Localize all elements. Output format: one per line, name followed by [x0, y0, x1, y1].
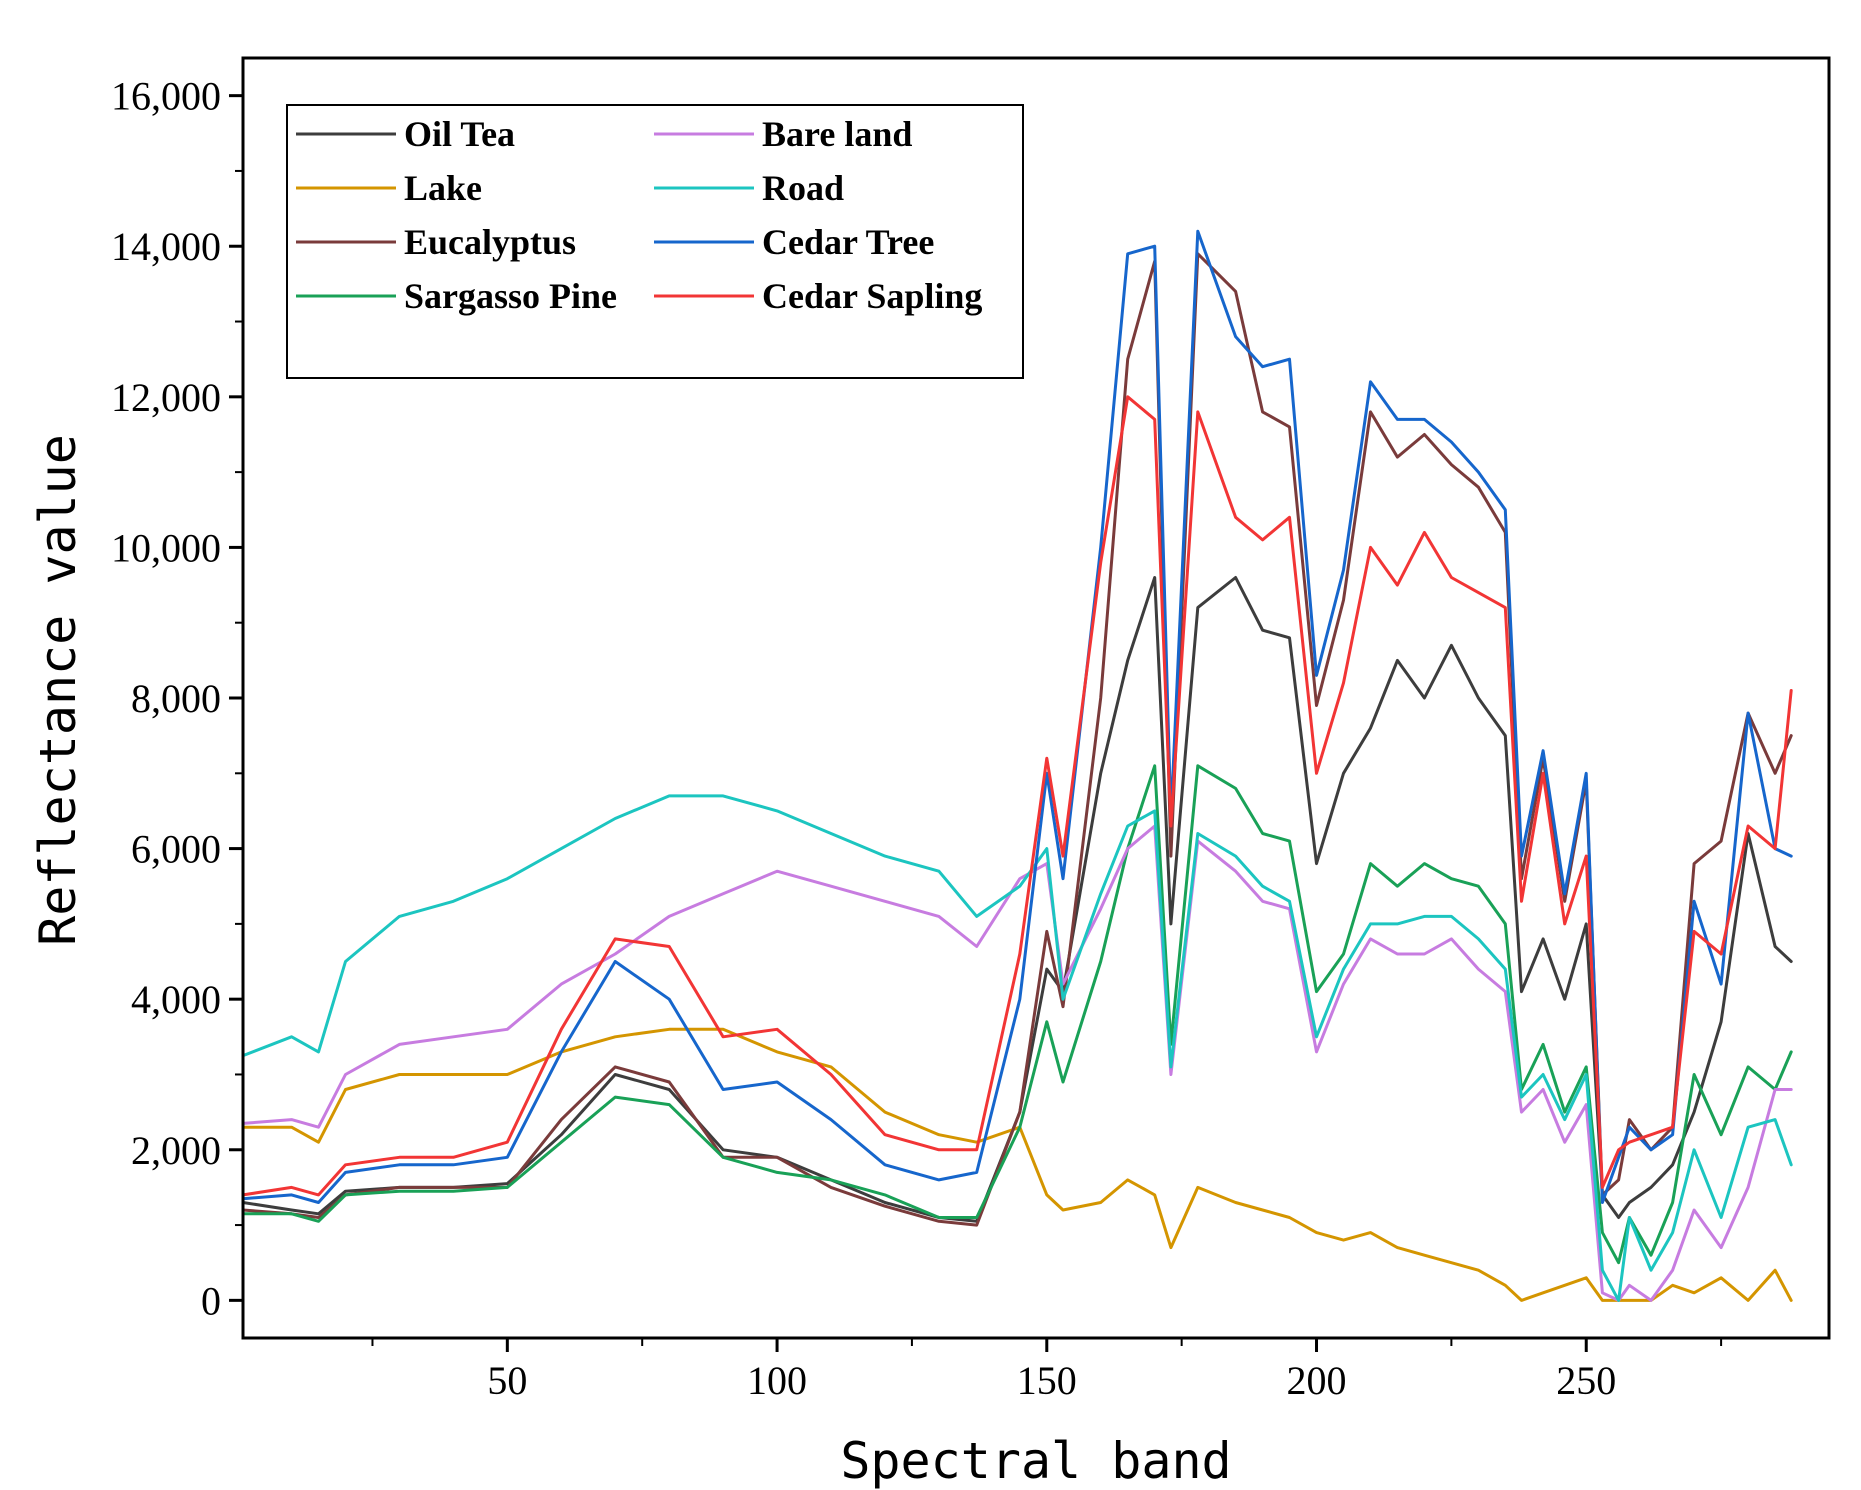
legend-label: Eucalyptus: [404, 222, 576, 262]
series-line-oil-tea: [241, 576, 1793, 1223]
legend-label: Lake: [404, 168, 482, 208]
x-tick-label: 100: [747, 1358, 807, 1403]
y-tick-label: 14,000: [111, 224, 221, 269]
axes-layer: 0 2,000 4,000 6,000 8,000 10,000 12,000 14,000 1…: [111, 74, 1723, 1403]
series-layer: [241, 229, 1793, 1302]
series-line-road: [241, 794, 1793, 1302]
x-tick-label: 200: [1287, 1358, 1347, 1403]
x-tick-label: 50: [487, 1358, 527, 1403]
y-tick-label: 10,000: [111, 525, 221, 570]
legend-label: Cedar Sapling: [762, 276, 982, 316]
x-tick-label: 150: [1017, 1358, 1077, 1403]
y-tick-label: 0: [201, 1278, 221, 1323]
y-tick-label: 2,000: [131, 1128, 221, 1173]
x-tick-label: 250: [1556, 1358, 1616, 1403]
y-tick-label: 16,000: [111, 74, 221, 119]
x-axis-title: Spectral band: [840, 1432, 1231, 1490]
legend-label: Oil Tea: [404, 114, 515, 154]
series-line-sargasso-pine: [241, 764, 1793, 1265]
y-tick-label: 12,000: [111, 375, 221, 420]
y-tick-label: 8,000: [131, 676, 221, 721]
y-axis-title: Reflectance value: [29, 434, 87, 946]
legend-label: Sargasso Pine: [404, 276, 617, 316]
legend: Oil Tea Lake Eucalyptus Sargasso Pine Bare l…: [286, 104, 1024, 379]
legend-label: Road: [762, 168, 844, 208]
y-tick-label: 6,000: [131, 827, 221, 872]
series-line-cedar-sapling: [241, 395, 1793, 1197]
series-line-cedar-tree: [241, 229, 1793, 1204]
series-line-eucalyptus: [241, 252, 1793, 1227]
legend-label: Cedar Tree: [762, 222, 934, 262]
y-tick-label: 4,000: [131, 977, 221, 1022]
legend-label: Bare land: [762, 114, 912, 154]
